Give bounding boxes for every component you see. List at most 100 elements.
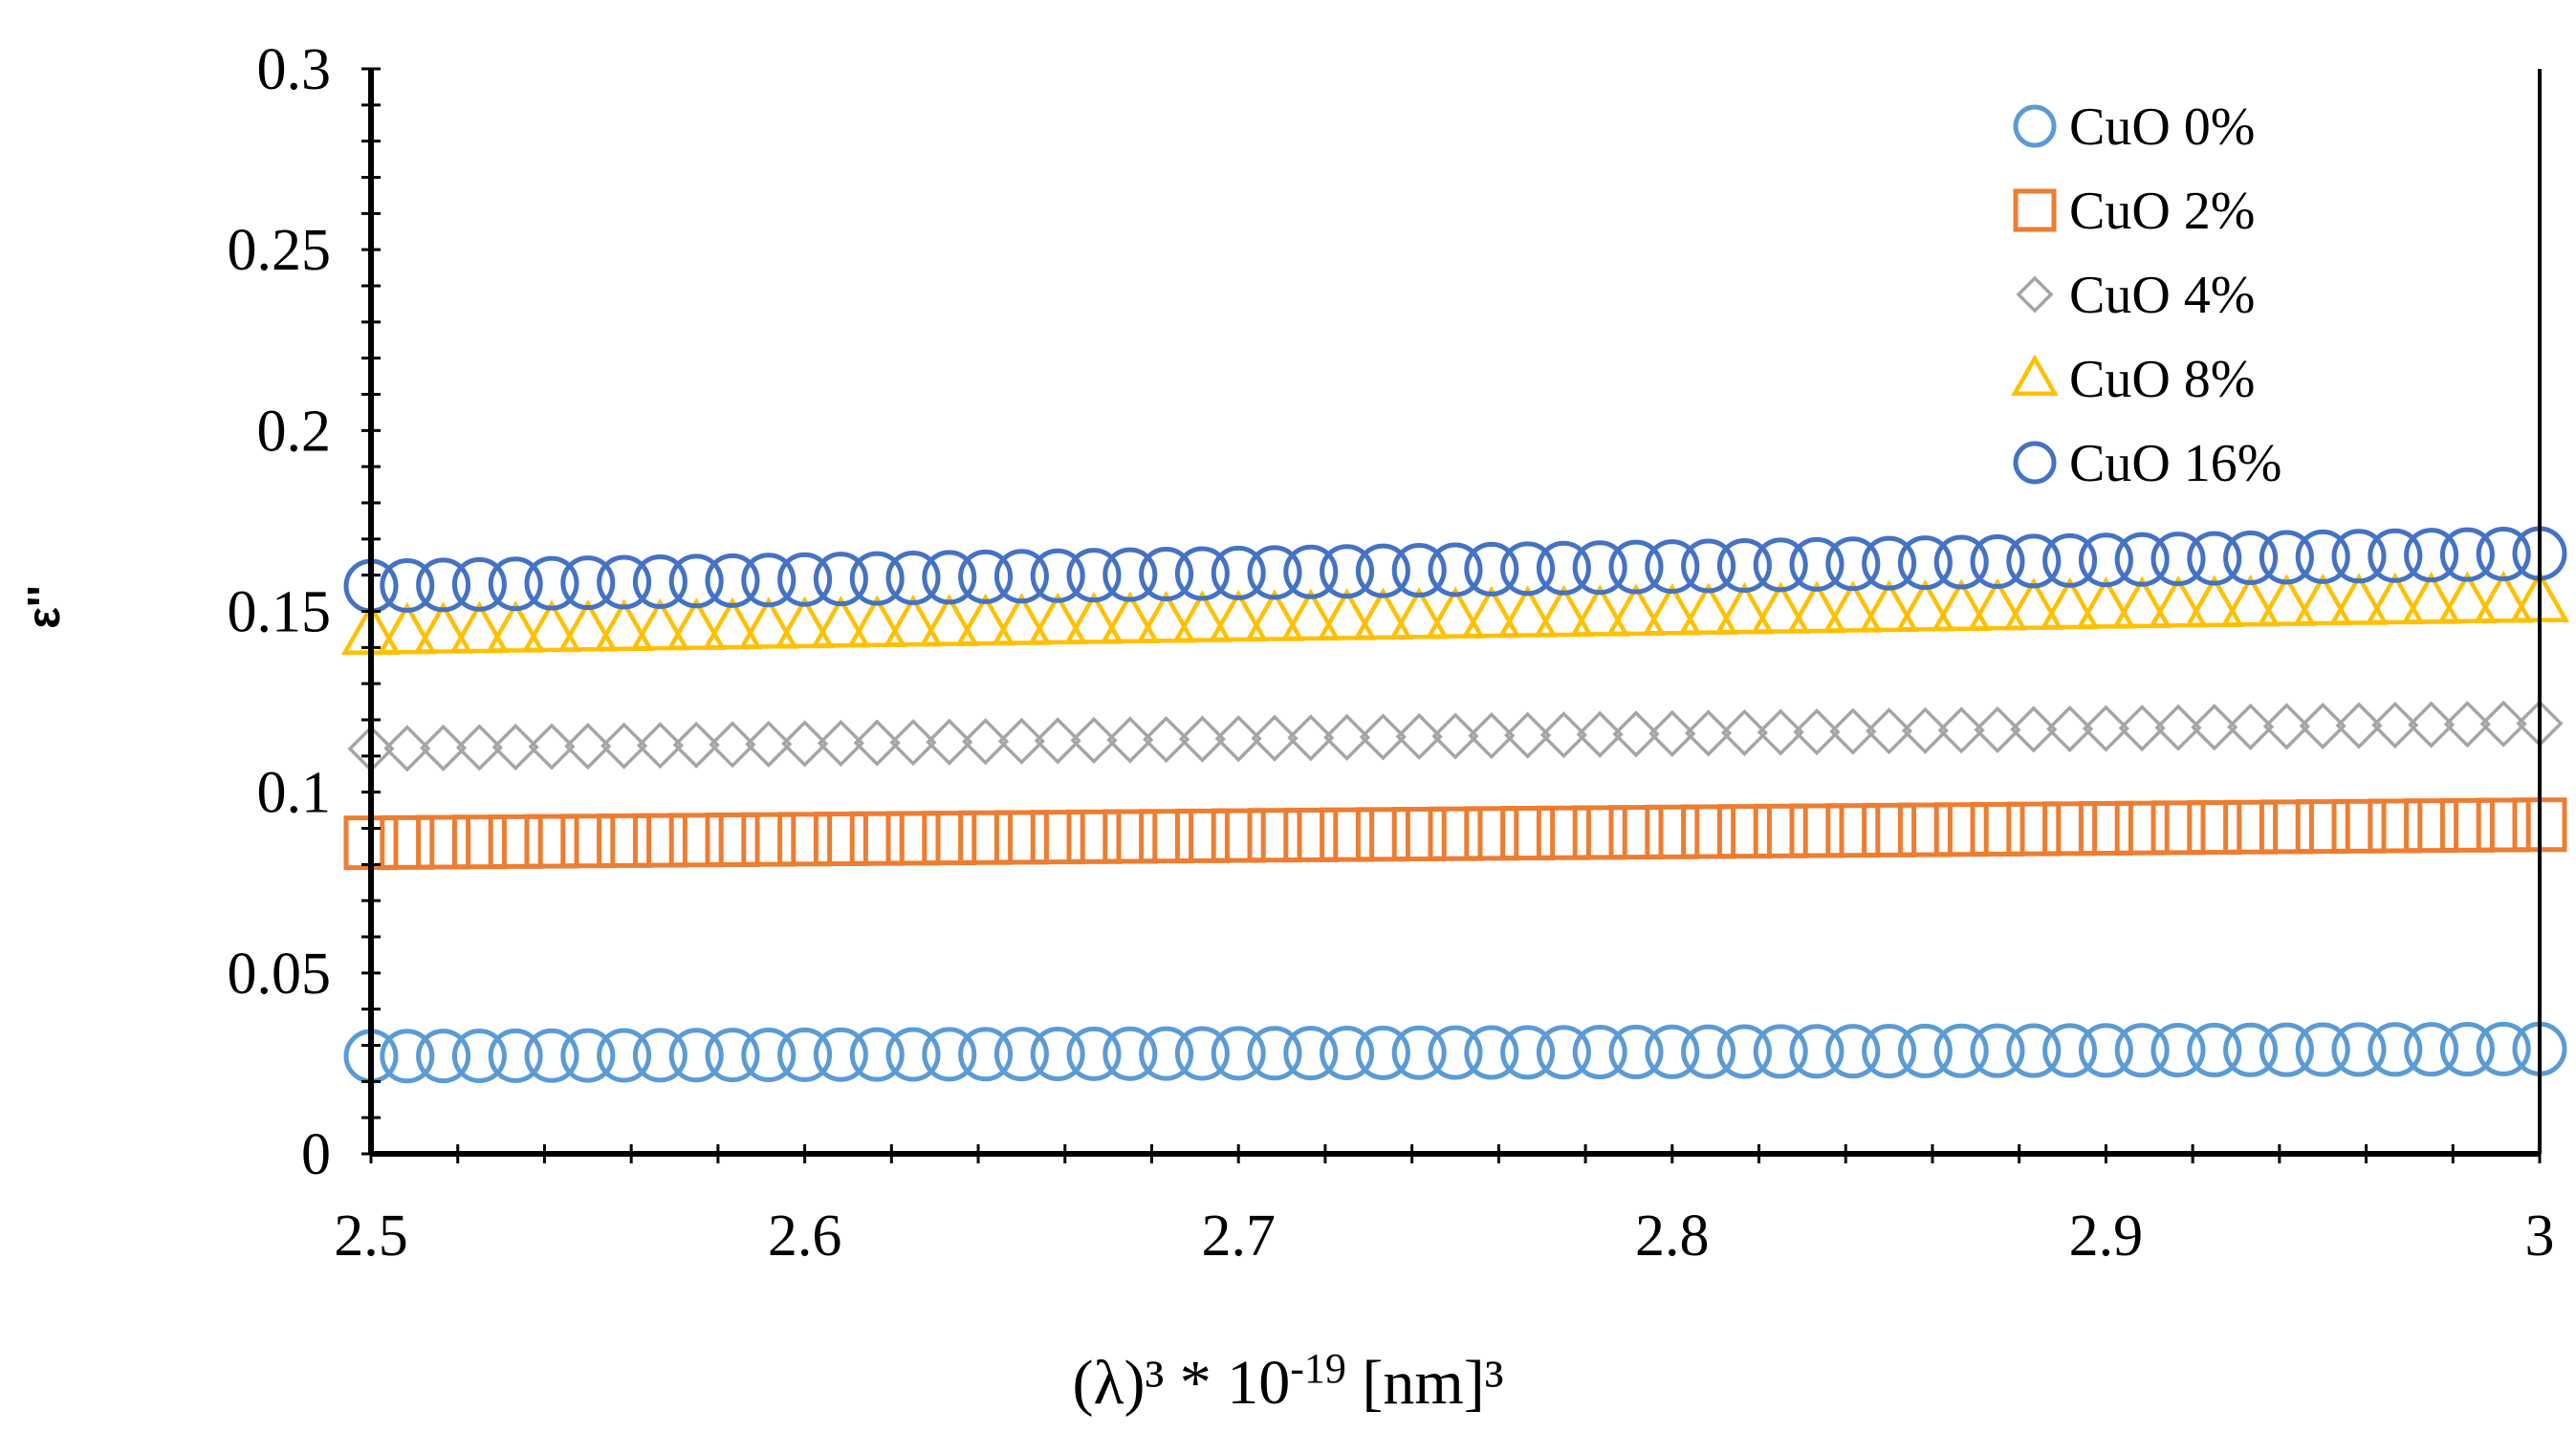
data-point (1244, 589, 1305, 641)
data-point (2040, 576, 2100, 630)
data-point (1355, 1025, 1410, 1080)
data-point (1391, 806, 1447, 861)
data-point (849, 551, 905, 606)
data-point (632, 1028, 688, 1083)
data-point (777, 812, 833, 867)
data-point (1933, 802, 1989, 857)
x-tick-label: 2.8 (1635, 1204, 1710, 1269)
data-point (1211, 1026, 1266, 1081)
data-point (993, 1027, 1049, 1082)
data-point (992, 593, 1052, 645)
legend-label: CuO 2% (2069, 182, 2255, 241)
data-point (1608, 539, 1664, 595)
data-point (1789, 536, 1845, 592)
data-point (2479, 700, 2527, 748)
data-point (2078, 1023, 2133, 1078)
data-point (2259, 1022, 2314, 1077)
data-point (2114, 1023, 2170, 1078)
data-point (2223, 1022, 2279, 1077)
legend-item: CuO 8% (2011, 350, 2255, 409)
data-point (1143, 715, 1190, 764)
data-point (1645, 804, 1700, 859)
data-point (594, 598, 654, 651)
data-point (1757, 708, 1804, 756)
data-point (1431, 712, 1479, 760)
data-point (1209, 589, 1269, 642)
x-tick-label: 2.5 (334, 1204, 408, 1269)
data-point (557, 598, 618, 652)
data-point (2401, 572, 2461, 624)
data-point (413, 601, 473, 654)
data-point (1359, 713, 1407, 761)
data-point (2331, 1022, 2387, 1077)
legend-label: CuO 4% (2069, 266, 2255, 325)
data-point (597, 1028, 652, 1083)
data-point (416, 557, 471, 613)
data-point (813, 552, 868, 607)
data-point (1139, 547, 1194, 602)
data-point (885, 1027, 941, 1082)
data-point (1901, 706, 1949, 754)
legend-marker (2016, 275, 2054, 314)
data-point (2046, 705, 2094, 753)
data-point (922, 811, 977, 866)
data-point (926, 718, 973, 766)
data-point (1100, 591, 1160, 644)
data-point (889, 719, 937, 767)
data-point (958, 549, 1014, 604)
data-point (1395, 712, 1443, 761)
data-point (632, 553, 688, 609)
data-point (491, 723, 539, 771)
data-point (1497, 585, 1558, 638)
data-point (1862, 535, 1917, 591)
data-point (524, 1028, 579, 1083)
data-point (2262, 703, 2310, 750)
data-point (597, 813, 652, 868)
data-point (1461, 585, 1521, 639)
data-point (1106, 716, 1154, 764)
data-point (2368, 798, 2423, 854)
data-point (2474, 570, 2534, 623)
data-point (2003, 577, 2063, 630)
data-point (817, 719, 864, 768)
data-point (560, 814, 616, 869)
data-point (636, 722, 684, 770)
data-point (1862, 802, 1917, 857)
data-point (958, 810, 1014, 865)
data-point (745, 720, 793, 768)
data-point (1178, 715, 1226, 763)
y-tick-label: 0.25 (228, 218, 332, 283)
data-point (1786, 580, 1847, 634)
data-point (668, 1028, 724, 1083)
tick-labels: 0 0.05 0.1 0.15 0.2 0.25 0.3 2.5 2.6 2.7 2.8 2.9 3 (228, 37, 2555, 1269)
data-point (1034, 717, 1081, 765)
data-point (2476, 797, 2531, 853)
data-point (781, 720, 829, 768)
data-point (1317, 588, 1377, 640)
data-point (1825, 803, 1881, 858)
data-point (1066, 548, 1122, 603)
data-point (630, 597, 690, 651)
data-point (2010, 705, 2058, 753)
data-point (1572, 540, 1627, 596)
data-point (1536, 540, 1591, 596)
data-point (2187, 531, 2242, 586)
data-point (1247, 545, 1302, 600)
data-point (1970, 533, 2025, 589)
data-point (2114, 800, 2170, 856)
data-point (1678, 582, 1738, 635)
data-point (1608, 1024, 1664, 1079)
legend: CuO 0% CuO 2% CuO 4% CuO 8% CuO 16% (2011, 98, 2281, 493)
data-point (922, 1027, 977, 1082)
data-point (380, 1029, 435, 1084)
data-point (2293, 573, 2353, 626)
data-point (1063, 592, 1124, 644)
data-point (2437, 571, 2498, 624)
data-point (1825, 1024, 1881, 1079)
y-tick-label: 0.1 (257, 761, 332, 826)
data-point (564, 723, 612, 770)
data-point (885, 551, 941, 606)
data-point (560, 555, 616, 611)
data-point (1932, 578, 1992, 631)
series-2 (343, 797, 2567, 871)
